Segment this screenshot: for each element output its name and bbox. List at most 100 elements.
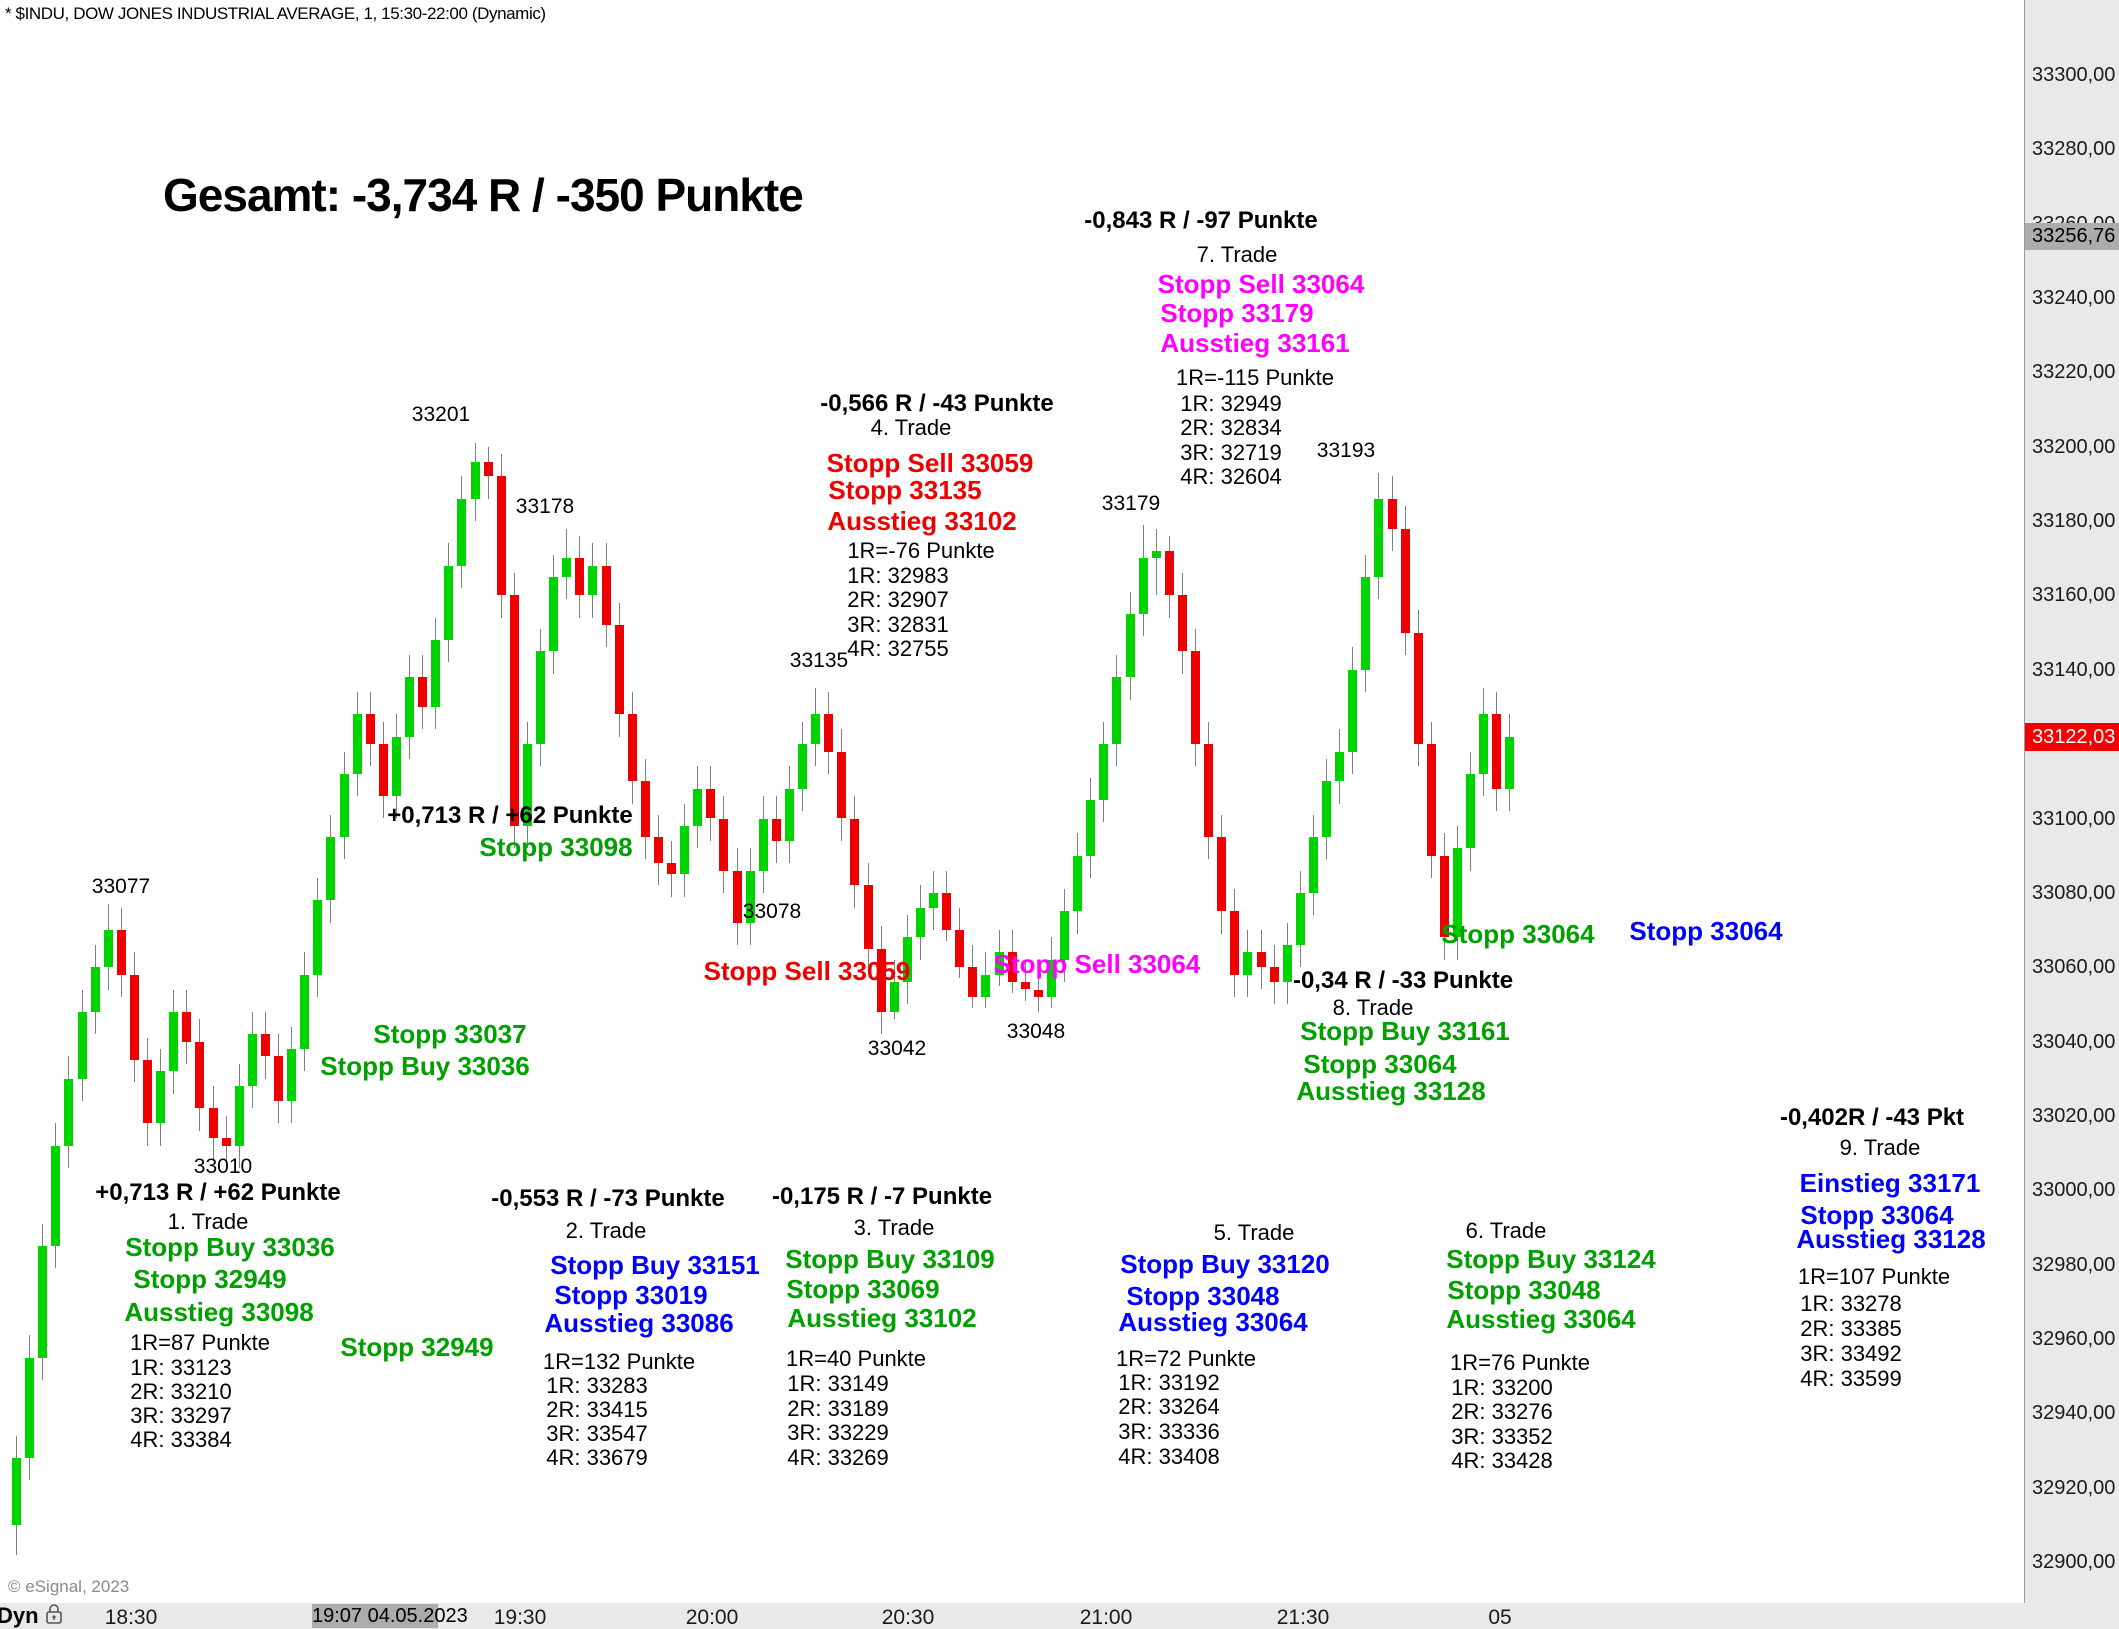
candle-body (1322, 781, 1331, 838)
price-axis-label: 32960,00 (2032, 1327, 2116, 1350)
trade-label: Ausstieg 33086 (544, 1308, 734, 1338)
trade-label: 1R: 33149 (787, 1371, 889, 1396)
snapshot-price-box: 33256,76 (2025, 222, 2119, 250)
chart-label: 33048 (1006, 1020, 1066, 1043)
candle-body (156, 1071, 166, 1124)
candle-wick (1155, 528, 1157, 596)
candle-body (824, 714, 834, 752)
trade-label: Stopp 33019 (554, 1280, 708, 1310)
candle-body (12, 1457, 21, 1525)
trade-label: Ausstieg 33102 (827, 506, 1017, 536)
candle-body (496, 476, 506, 596)
trade-label: Stopp 33179 (1160, 298, 1314, 328)
candle-body (1466, 773, 1476, 849)
candle-body (811, 714, 821, 745)
candle-body (798, 744, 807, 789)
candle-body (1400, 528, 1410, 633)
candle-body (260, 1034, 270, 1057)
candle-body (1112, 677, 1122, 745)
chart-label: 33078 (742, 900, 802, 923)
candle-body (640, 781, 650, 838)
time-axis-label: 20:30 (881, 1606, 935, 1629)
price-axis[interactable]: 33256,76 33122,03 33300,0033280,0033260,… (2024, 0, 2119, 1603)
chart-label: 33201 (411, 403, 471, 426)
candle-body (103, 930, 113, 968)
trade-label: Stopp Buy 33124 (1446, 1244, 1656, 1274)
trade-label: 2R: 33189 (787, 1396, 889, 1421)
trade-label: Ausstieg 33161 (1160, 328, 1350, 358)
trade-label: 3R: 32719 (1180, 440, 1282, 465)
chart-label: 33179 (1101, 492, 1161, 515)
trade-label: 3R: 33336 (1118, 1419, 1220, 1444)
candle-body (352, 714, 362, 774)
trade-label: Stopp Sell 33064 (1157, 269, 1365, 299)
trade-label: Stopp Sell 33059 (826, 448, 1034, 478)
trade-label: 4R: 33679 (546, 1445, 648, 1470)
candle-body (51, 1145, 61, 1246)
candle-body (143, 1060, 152, 1124)
candle-body (719, 818, 729, 871)
candle-body (90, 967, 100, 1012)
candle-wick (1037, 967, 1039, 1012)
candle-body (300, 974, 310, 1049)
candle-body (326, 837, 336, 901)
candle-body (169, 1011, 179, 1072)
candle-body (1505, 736, 1515, 789)
trade-label: -0,175 R / -7 Punkte (771, 1183, 993, 1210)
trade-label: 1R: 33123 (130, 1355, 232, 1380)
candle-body (247, 1034, 257, 1087)
candle-body (1007, 952, 1017, 983)
trade-label: 1R=87 Punkte (129, 1330, 271, 1355)
candle-body (457, 498, 467, 566)
copyright-text: © eSignal, 2023 (8, 1577, 130, 1596)
candle-body (1230, 911, 1240, 975)
candle-body (601, 565, 611, 626)
symbol-title: * $INDU, DOW JONES INDUSTRIAL AVERAGE, 1… (5, 4, 546, 23)
total-result-title: Gesamt: -3,734 R / -350 Punkte (163, 169, 804, 221)
price-axis-label: 32920,00 (2032, 1476, 2116, 1499)
trade-label: 3R: 33297 (130, 1403, 232, 1428)
price-axis-label: 33160,00 (2032, 584, 2116, 607)
trade-label: 8. Trade (1332, 995, 1414, 1020)
candle-body (575, 558, 585, 596)
candle-body (968, 967, 978, 997)
candle-body (208, 1108, 218, 1139)
chart-label: Stopp 33064 (1629, 916, 1783, 946)
candle-body (549, 576, 559, 652)
trade-label: 2R: 33210 (130, 1379, 232, 1404)
trade-label: Stopp Buy 33161 (1300, 1016, 1510, 1046)
chart-label: Stopp Sell 33064 (993, 949, 1201, 979)
chart-label: Stopp 33037 (373, 1019, 527, 1049)
trade-label: 3R: 33547 (546, 1421, 648, 1446)
trade-label: 1R: 33278 (1800, 1291, 1902, 1316)
candle-body (1426, 744, 1436, 856)
candle-body (431, 640, 441, 707)
trade-label: 2. Trade (565, 1218, 647, 1243)
trade-label: Ausstieg 33128 (1796, 1224, 1986, 1254)
time-axis-label: 18:30 (104, 1606, 158, 1629)
candle-body (444, 565, 454, 641)
candle-body (902, 937, 912, 983)
candle-body (758, 818, 768, 871)
time-axis-label: 21:00 (1079, 1606, 1133, 1629)
trade-label: 4R: 33384 (130, 1427, 232, 1452)
candle-body (234, 1086, 244, 1146)
time-axis-label: 05 (1488, 1606, 1512, 1629)
chart-label: Stopp 33098 (479, 832, 633, 862)
candlestick-plot[interactable]: * $INDU, DOW JONES INDUSTRIAL AVERAGE, 1… (0, 0, 2024, 1603)
trade-label: 4R: 32604 (1180, 464, 1282, 489)
dyn-button[interactable]: Dyn (0, 1603, 64, 1629)
candle-body (1256, 952, 1266, 968)
trade-label: 3R: 33229 (787, 1420, 889, 1445)
last-price-box: 33122,03 (2025, 722, 2119, 751)
candle-body (784, 788, 794, 841)
trade-label: 7. Trade (1196, 242, 1278, 267)
lock-icon[interactable] (44, 1603, 64, 1629)
trade-label: 1R: 33283 (546, 1373, 648, 1398)
time-axis[interactable]: Dyn 19:07 04.05.2023 18:30 19:30 20:00 20:3… (0, 1603, 2119, 1629)
trade-label: Stopp 32949 (133, 1264, 287, 1294)
trade-label: Stopp 33064 (1303, 1049, 1457, 1079)
trade-label: 3. Trade (853, 1215, 935, 1240)
candle-body (483, 461, 493, 477)
